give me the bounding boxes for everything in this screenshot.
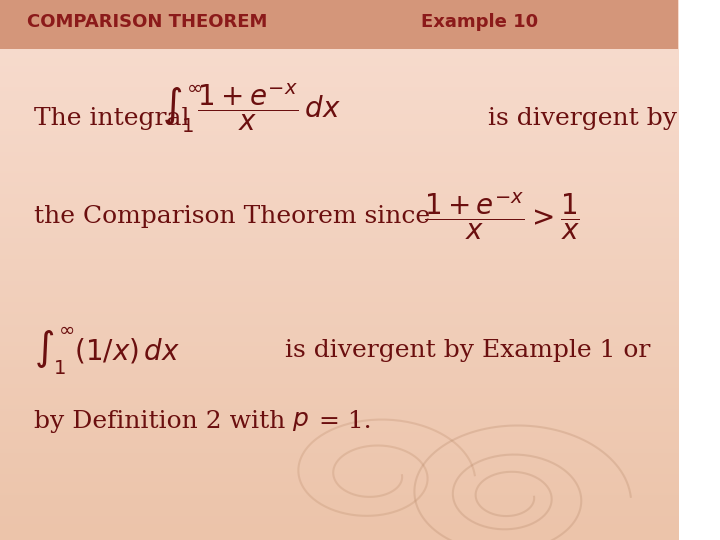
Text: Example 10: Example 10 — [420, 12, 538, 31]
Text: $\dfrac{1+e^{-x}}{x}>\dfrac{1}{x}$: $\dfrac{1+e^{-x}}{x}>\dfrac{1}{x}$ — [424, 191, 580, 241]
FancyBboxPatch shape — [0, 0, 678, 49]
Text: $\int_{1}^{\infty}\!\dfrac{1+e^{-x}}{x}\,dx$: $\int_{1}^{\infty}\!\dfrac{1+e^{-x}}{x}\… — [161, 82, 341, 134]
Text: = 1.: = 1. — [319, 410, 372, 433]
Text: is divergent by: is divergent by — [488, 107, 678, 130]
Text: is divergent by Example 1 or: is divergent by Example 1 or — [285, 340, 650, 362]
Text: $p$: $p$ — [292, 409, 308, 433]
Text: $\int_{1}^{\infty}(1/x)\,dx$: $\int_{1}^{\infty}(1/x)\,dx$ — [34, 325, 180, 377]
Text: The integral: The integral — [34, 107, 189, 130]
Text: COMPARISON THEOREM: COMPARISON THEOREM — [27, 12, 268, 31]
Text: the Comparison Theorem since: the Comparison Theorem since — [34, 205, 430, 227]
Text: by Definition 2 with: by Definition 2 with — [34, 410, 293, 433]
